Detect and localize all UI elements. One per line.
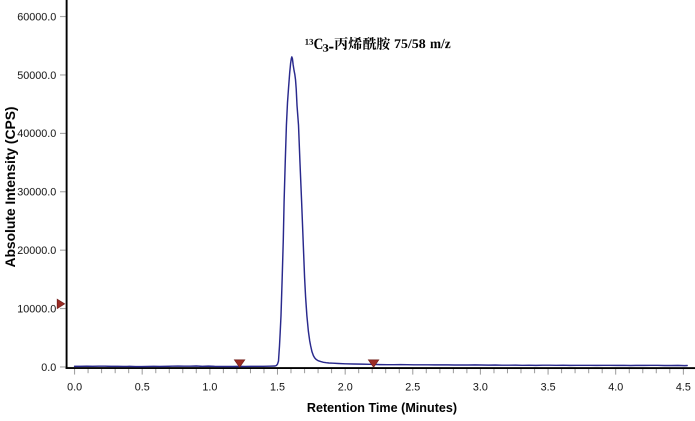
x-tick-label: 2.5 [405, 381, 420, 393]
x-tick-label: 0.0 [67, 381, 82, 393]
y-tick-label: 60000.0 [17, 11, 56, 23]
chromatogram-trace [73, 56, 688, 368]
x-axis-major-ticks [74, 368, 684, 375]
y-axis-ticks [59, 16, 66, 368]
x-axis-minor-ticks [87, 368, 671, 374]
y-tick-label: 50000.0 [17, 70, 56, 82]
x-axis-tick-labels: 0.0 0.5 1.0 1.5 2.0 2.5 3.0 3.5 4.0 4.5 [67, 381, 691, 393]
x-tick-label: 2.0 [338, 381, 353, 393]
y-tick-label: 0.0 [41, 362, 56, 374]
peak-annotation-text [305, 36, 451, 52]
y-tick-label: 40000.0 [17, 128, 56, 140]
marker-triangle-down [367, 359, 380, 368]
y-tick-label: 10000.0 [17, 303, 56, 315]
x-tick-label: 1.5 [270, 381, 285, 393]
x-tick-label: 3.5 [541, 381, 556, 393]
x-tick-label: 4.5 [676, 381, 691, 393]
x-tick-label: 4.0 [608, 381, 623, 393]
y-tick-label: 20000.0 [17, 245, 56, 257]
marker-triangle-down [233, 359, 246, 368]
y-axis-tick-labels: 0.0 10000.0 20000.0 30000.0 40000.0 50000.0 60… [17, 11, 56, 373]
marker-triangle-right [56, 298, 66, 310]
x-tick-label: 1.0 [202, 381, 217, 393]
x-axis-title: Retention Time (Minutes) [307, 401, 457, 415]
x-tick-label: 3.0 [473, 381, 488, 393]
integration-markers [56, 298, 380, 368]
y-axis-title: Absolute Intensity (CPS) [3, 106, 18, 267]
y-tick-label: 30000.0 [17, 187, 56, 199]
x-tick-label: 0.5 [135, 381, 150, 393]
